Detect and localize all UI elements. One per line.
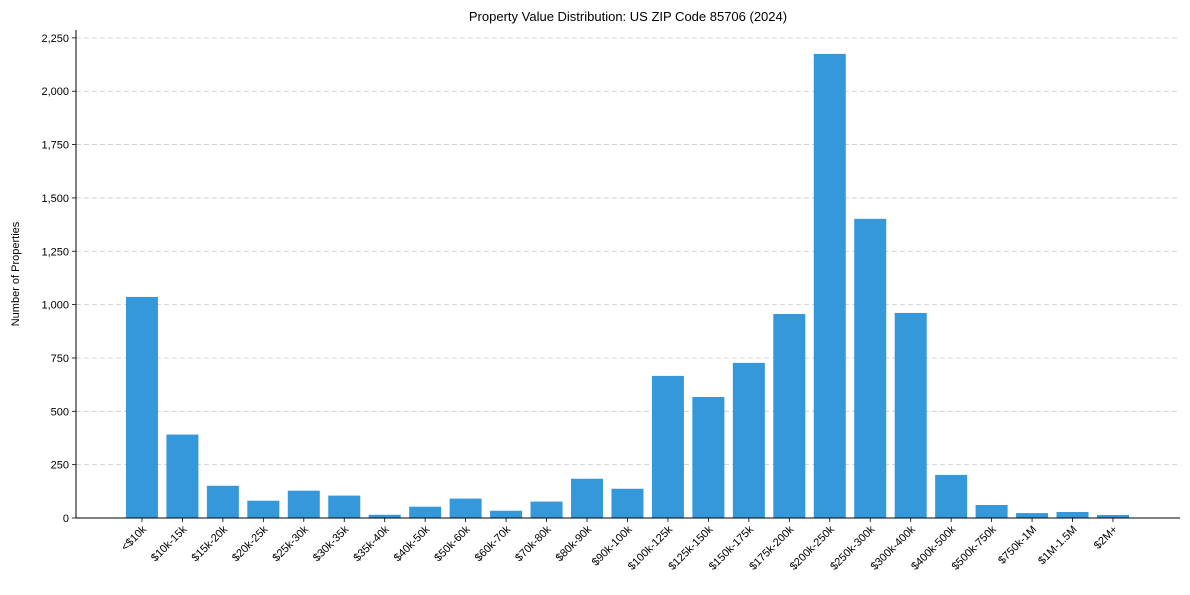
y-tick-label: 500 xyxy=(51,406,69,418)
bar xyxy=(894,312,927,518)
bar xyxy=(854,218,887,518)
y-tick-label: 750 xyxy=(51,353,69,365)
bar xyxy=(287,490,320,518)
y-tick-label: 1,000 xyxy=(41,300,69,312)
x-tick-label: $25k-30k xyxy=(270,523,311,564)
x-tick-label: $40k-50k xyxy=(392,523,433,564)
bar xyxy=(1096,515,1129,518)
x-tick-label: $70k-80k xyxy=(513,523,554,564)
chart-title: Property Value Distribution: US ZIP Code… xyxy=(469,9,787,24)
bar xyxy=(571,478,604,518)
bar xyxy=(166,434,199,518)
bar xyxy=(813,53,846,518)
bar xyxy=(611,488,644,518)
bar xyxy=(206,485,239,518)
x-tick-label: $750k-1M xyxy=(996,524,1039,567)
x-tick-label: $20k-25k xyxy=(230,523,271,564)
x-tick-label: $2M+ xyxy=(1092,524,1120,552)
y-tick-label: 250 xyxy=(51,460,69,472)
y-tick-label: 2,000 xyxy=(41,86,69,98)
x-tick-label: $10k-15k xyxy=(149,523,190,564)
bar xyxy=(1056,512,1089,518)
y-tick-label: 1,500 xyxy=(41,193,69,205)
x-tick-label: $80k-90k xyxy=(554,523,595,564)
x-tick-label: $500k-750k xyxy=(950,523,999,572)
bar xyxy=(651,375,684,518)
bar xyxy=(732,362,765,518)
y-tick-label: 1,250 xyxy=(41,246,69,258)
y-axis-label: Number of Properties xyxy=(10,221,22,326)
y-tick-label: 1,750 xyxy=(41,140,69,152)
bar xyxy=(125,296,158,518)
x-tick-label: $1M-1.5M xyxy=(1036,524,1080,568)
x-tick-label: $30k-35k xyxy=(311,523,352,564)
bar xyxy=(368,514,401,518)
bar xyxy=(975,504,1008,518)
y-tick-label: 2,250 xyxy=(41,33,69,45)
x-tick-label: $35k-40k xyxy=(351,523,392,564)
bar xyxy=(935,474,968,518)
x-tick-label: <$10k xyxy=(119,523,149,553)
bar xyxy=(409,506,442,518)
bar xyxy=(247,500,280,518)
bar xyxy=(449,498,482,518)
y-tick-label: 0 xyxy=(63,513,69,525)
bar xyxy=(530,501,563,518)
bar xyxy=(328,495,361,518)
bar xyxy=(773,314,806,518)
x-tick-label: $15k-20k xyxy=(189,523,230,564)
bar xyxy=(1016,513,1049,518)
bar xyxy=(692,397,725,518)
x-tick-label: $60k-70k xyxy=(473,523,514,564)
x-tick-label: $50k-60k xyxy=(432,523,473,564)
bar xyxy=(490,510,523,518)
